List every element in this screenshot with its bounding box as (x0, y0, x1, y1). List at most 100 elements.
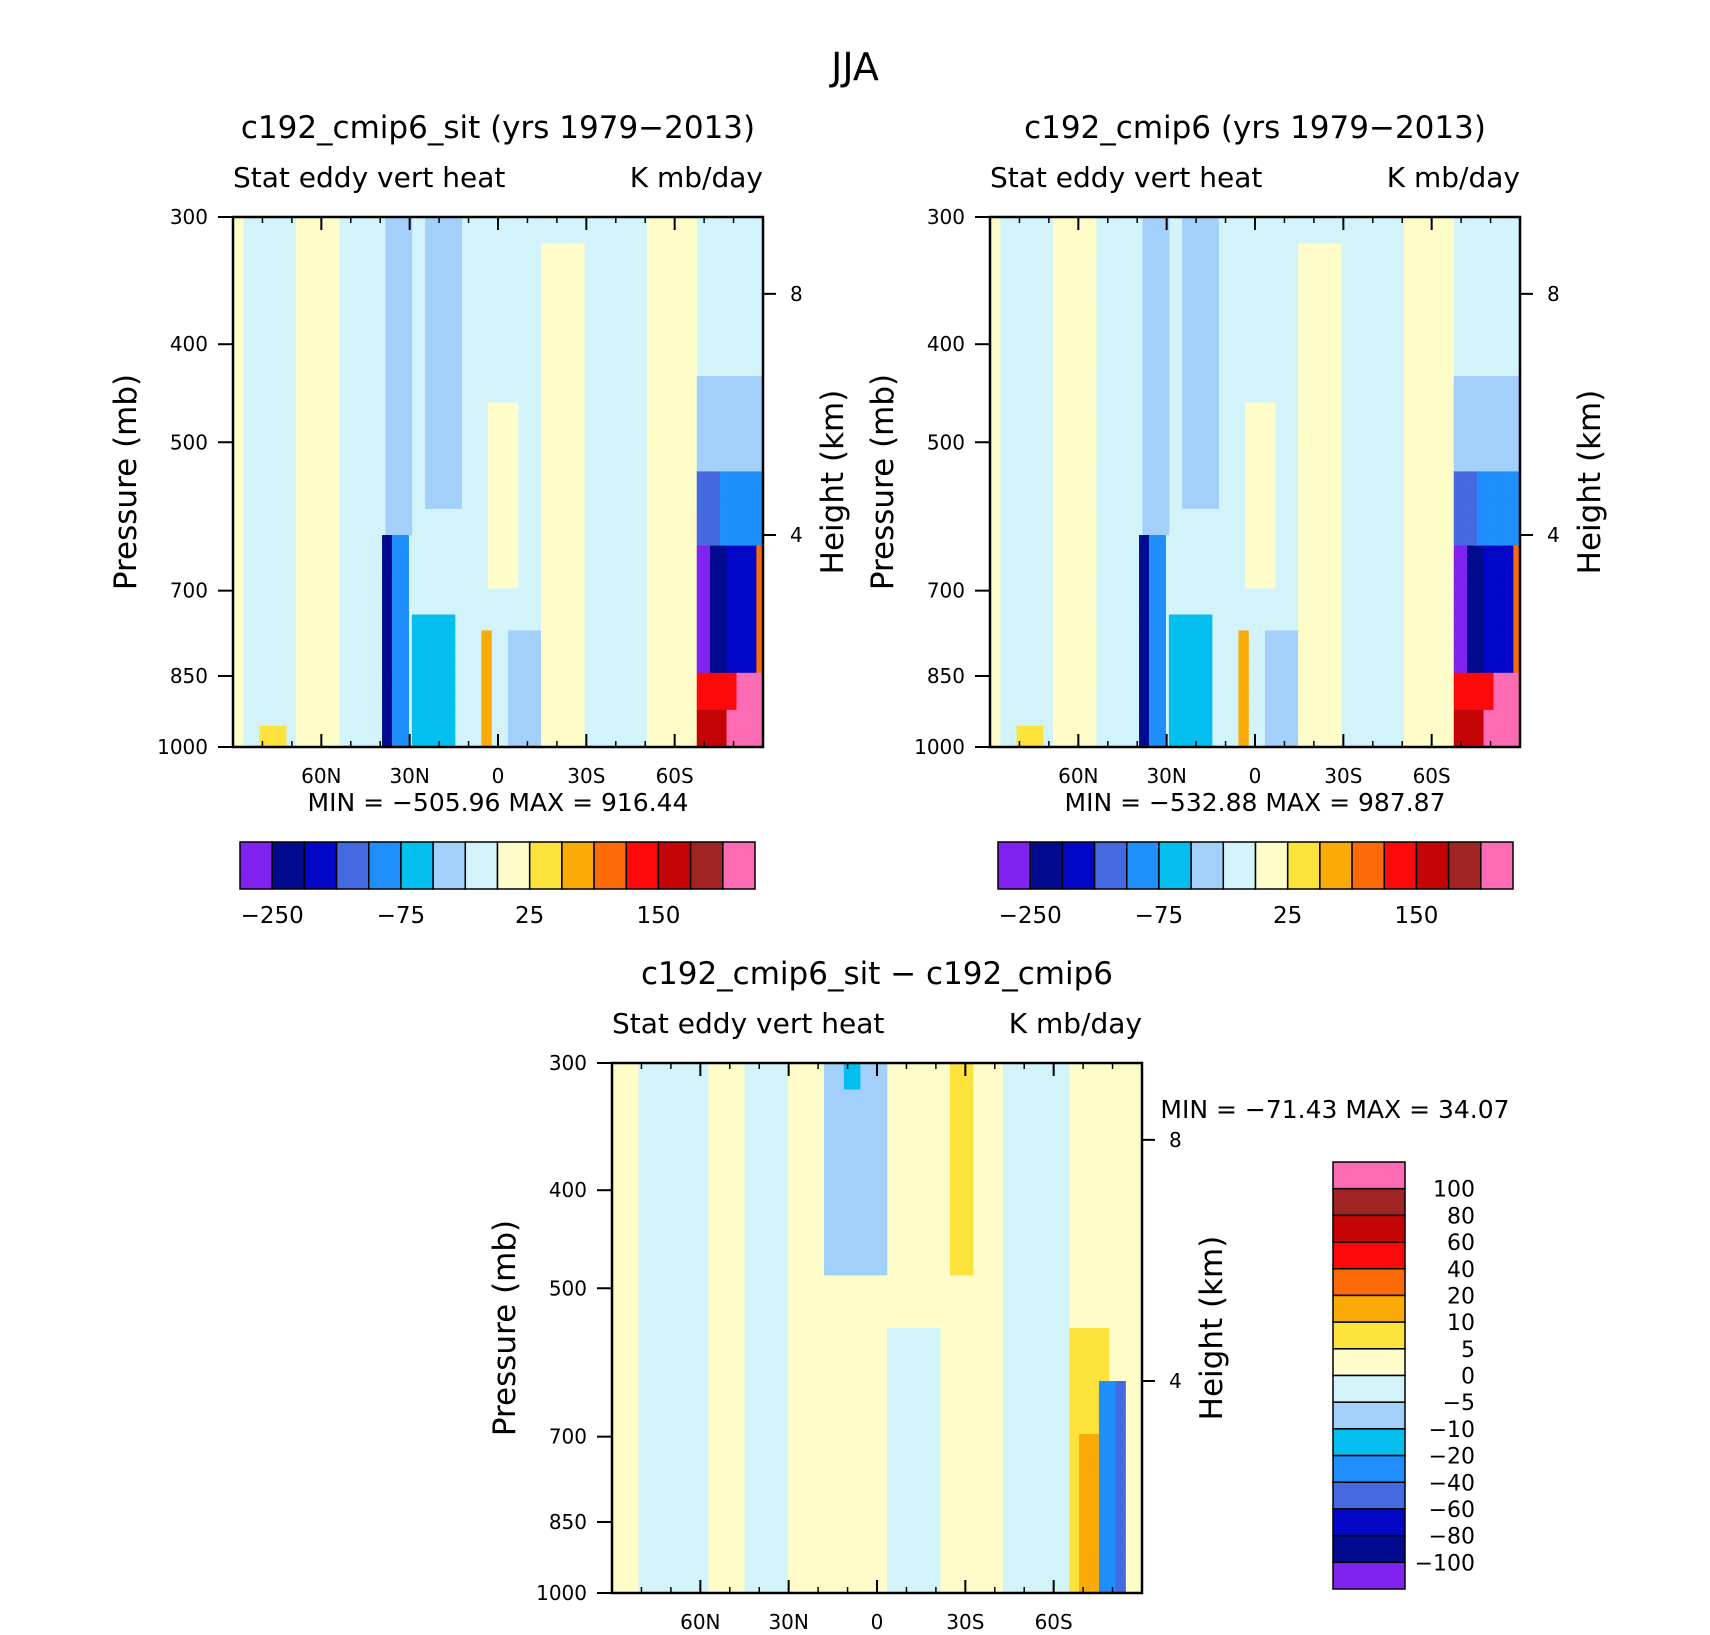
contour-cell (551, 731, 555, 737)
contour-cell (303, 625, 307, 631)
contour-cell (336, 408, 340, 414)
contour-cell (392, 360, 396, 366)
contour-cell (435, 397, 439, 403)
contour-cell (488, 487, 492, 493)
contour-cell (428, 482, 432, 488)
contour-cell (395, 577, 399, 583)
contour-cell (538, 636, 542, 642)
contour-cell (402, 445, 406, 451)
contour-cell (445, 281, 449, 287)
contour-cell (319, 233, 323, 239)
contour-cell (498, 535, 502, 541)
contour-cell (455, 413, 459, 419)
contour-cell (558, 678, 562, 684)
contour-cell (389, 482, 393, 488)
contour-cell (303, 736, 307, 742)
contour-cell (561, 365, 565, 371)
contour-cell (392, 562, 396, 568)
contour-cell (528, 668, 532, 674)
contour-cell (531, 668, 535, 674)
contour-cell (561, 498, 565, 504)
contour-cell (322, 503, 326, 509)
contour-cell (438, 233, 442, 239)
contour-cell (313, 493, 317, 499)
contour-cell (309, 599, 313, 605)
contour-cell (488, 577, 492, 583)
contour-cell (508, 418, 512, 424)
contour-cell (425, 678, 429, 684)
contour-cell (551, 625, 555, 631)
contour-cell (435, 286, 439, 292)
contour-cell (501, 551, 505, 557)
contour-cell (313, 736, 317, 742)
contour-cell (240, 524, 244, 530)
contour-cell (498, 456, 502, 462)
contour-cell (511, 641, 515, 647)
contour-cell (574, 604, 578, 610)
contour-cell (518, 641, 522, 647)
contour-cell (458, 487, 462, 493)
contour-cell (544, 350, 548, 356)
contour-cell (548, 286, 552, 292)
contour-cell (525, 715, 529, 721)
contour-cell (389, 259, 393, 265)
contour-cell (326, 450, 330, 456)
contour-cell (316, 440, 320, 446)
contour-cell (558, 604, 562, 610)
contour-cell (561, 466, 565, 472)
contour-cell (313, 477, 317, 483)
contour-cell (322, 524, 326, 530)
contour-cell (515, 673, 519, 679)
contour-cell (395, 625, 399, 631)
contour-cell (448, 620, 452, 626)
contour-cell (336, 630, 340, 636)
contour-cell (548, 376, 552, 382)
contour-cell (435, 456, 439, 462)
contour-cell (236, 371, 240, 377)
contour-cell (558, 625, 562, 631)
contour-cell (525, 731, 529, 737)
contour-cell (395, 540, 399, 546)
contour-cell (544, 339, 548, 345)
contour-cell (322, 249, 326, 255)
contour-cell (432, 334, 436, 340)
contour-cell (322, 498, 326, 504)
contour-cell (564, 312, 568, 318)
contour-cell (299, 365, 303, 371)
contour-cell (448, 413, 452, 419)
contour-cell (412, 668, 416, 674)
contour-cell (402, 694, 406, 700)
contour-cell (554, 731, 558, 737)
contour-cell (448, 376, 452, 382)
contour-cell (481, 630, 485, 636)
contour-cell (395, 408, 399, 414)
contour-cell (551, 683, 555, 689)
contour-cell (448, 259, 452, 265)
contour-cell (299, 721, 303, 727)
contour-cell (425, 233, 429, 239)
contour-cell (405, 270, 409, 276)
contour-cell (455, 238, 459, 244)
contour-cell (521, 689, 525, 695)
contour-cell (236, 519, 240, 525)
contour-cell (422, 736, 426, 742)
contour-cell (303, 487, 307, 493)
contour-cell (382, 731, 386, 737)
contour-cell (316, 699, 320, 705)
contour-cell (402, 556, 406, 562)
contour-cell (415, 657, 419, 663)
contour-cell (445, 233, 449, 239)
contour-cell (409, 408, 413, 414)
contour-cell (551, 466, 555, 472)
contour-cell (561, 477, 565, 483)
contour-cell (329, 307, 333, 313)
contour-cell (564, 328, 568, 334)
contour-cell (395, 641, 399, 647)
contour-cell (296, 302, 300, 308)
contour-cell (332, 540, 336, 546)
contour-cell (485, 689, 489, 695)
contour-cell (574, 323, 578, 329)
contour-cell (306, 498, 310, 504)
contour-cell (485, 657, 489, 663)
contour-cell (561, 323, 565, 329)
